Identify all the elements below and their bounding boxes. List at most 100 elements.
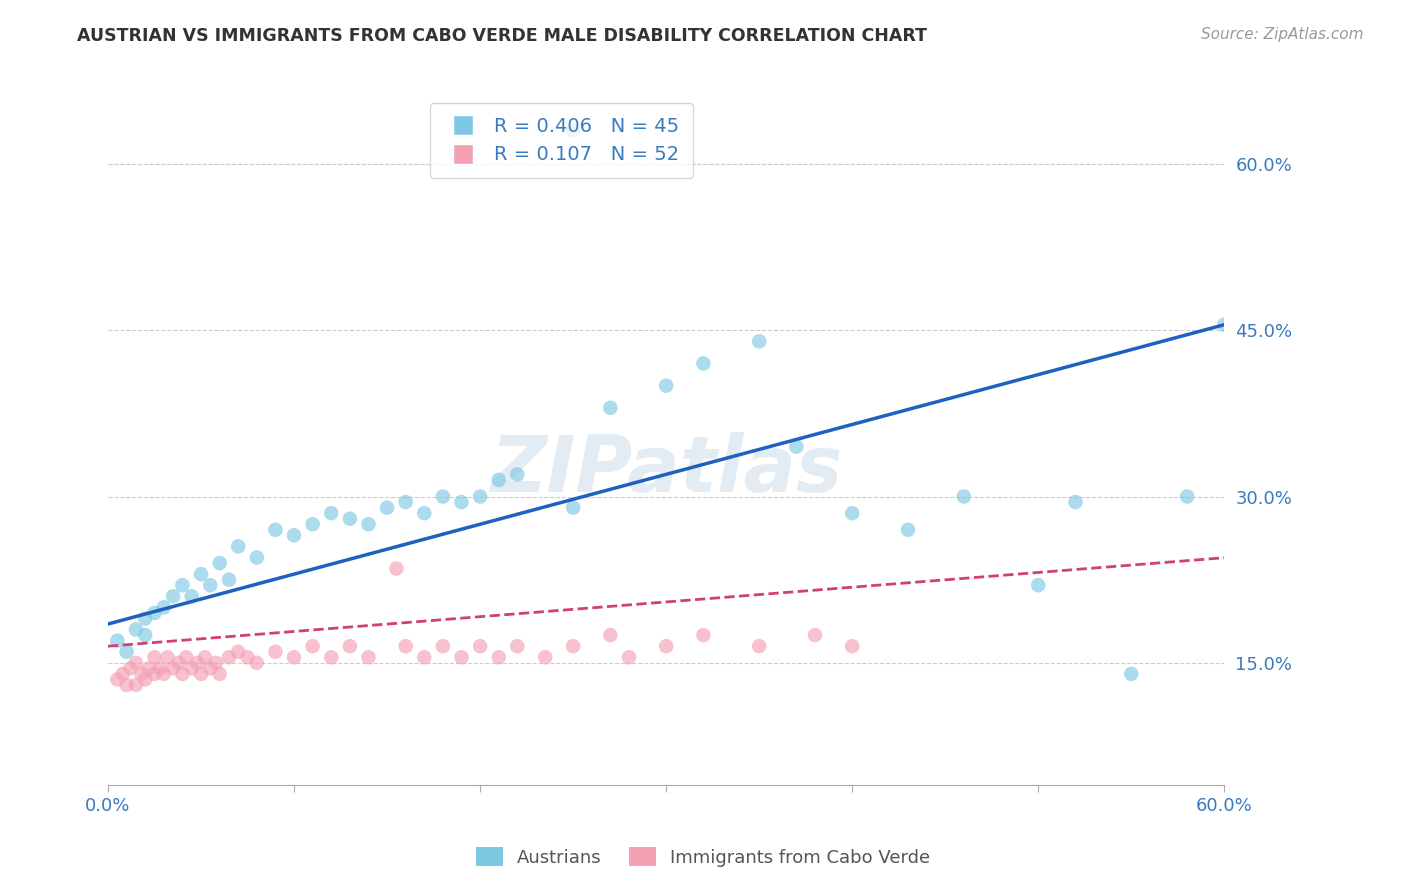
Point [162, 661, 184, 675]
Point [395, 495, 418, 509]
Point [488, 650, 510, 665]
Point [395, 639, 418, 653]
Point [186, 656, 208, 670]
Point [506, 467, 529, 482]
Point [134, 611, 156, 625]
Point [111, 666, 134, 681]
Point [339, 512, 361, 526]
Point [301, 639, 323, 653]
Point [200, 661, 222, 675]
Point [208, 666, 231, 681]
Point [748, 334, 770, 349]
Point [134, 673, 156, 687]
Point [804, 628, 827, 642]
Point [134, 628, 156, 642]
Point [785, 440, 807, 454]
Point [174, 650, 197, 665]
Point [692, 357, 714, 371]
Point [125, 678, 148, 692]
Point [226, 540, 249, 554]
Point [180, 589, 202, 603]
Point [468, 490, 491, 504]
Point [562, 500, 585, 515]
Point [200, 578, 222, 592]
Point [115, 678, 138, 692]
Point [283, 650, 305, 665]
Point [143, 666, 166, 681]
Point [194, 650, 217, 665]
Point [432, 639, 454, 653]
Point [131, 666, 153, 681]
Point [488, 473, 510, 487]
Point [841, 639, 863, 653]
Point [562, 124, 585, 138]
Point [339, 639, 361, 653]
Point [205, 656, 228, 670]
Point [321, 506, 343, 520]
Point [599, 401, 621, 415]
Point [468, 639, 491, 653]
Point [599, 628, 621, 642]
Point [190, 666, 212, 681]
Text: ZIPatlas: ZIPatlas [491, 433, 842, 508]
Point [506, 639, 529, 653]
Point [125, 656, 148, 670]
Point [321, 650, 343, 665]
Point [1064, 495, 1087, 509]
Point [246, 550, 269, 565]
Point [246, 656, 269, 670]
Text: Source: ZipAtlas.com: Source: ZipAtlas.com [1201, 27, 1364, 42]
Point [190, 567, 212, 582]
Point [841, 506, 863, 520]
Point [120, 661, 142, 675]
Point [218, 650, 240, 665]
Point [450, 495, 472, 509]
Point [1175, 490, 1198, 504]
Point [167, 656, 190, 670]
Point [115, 645, 138, 659]
Point [153, 666, 176, 681]
Legend: R = 0.406   N = 45, R = 0.107   N = 52: R = 0.406 N = 45, R = 0.107 N = 52 [430, 103, 693, 178]
Legend: Austrians, Immigrants from Cabo Verde: Austrians, Immigrants from Cabo Verde [468, 840, 938, 874]
Point [1213, 318, 1236, 332]
Point [172, 578, 194, 592]
Point [301, 517, 323, 532]
Point [1121, 666, 1143, 681]
Point [172, 666, 194, 681]
Point [385, 561, 408, 575]
Point [218, 573, 240, 587]
Text: AUSTRIAN VS IMMIGRANTS FROM CABO VERDE MALE DISABILITY CORRELATION CHART: AUSTRIAN VS IMMIGRANTS FROM CABO VERDE M… [77, 27, 928, 45]
Point [953, 490, 976, 504]
Point [138, 661, 160, 675]
Point [264, 523, 287, 537]
Point [897, 523, 920, 537]
Point [534, 650, 557, 665]
Point [748, 639, 770, 653]
Point [413, 506, 436, 520]
Point [450, 650, 472, 665]
Point [283, 528, 305, 542]
Point [1026, 578, 1049, 592]
Point [143, 606, 166, 620]
Point [655, 378, 678, 392]
Point [357, 517, 380, 532]
Point [432, 490, 454, 504]
Point [375, 500, 398, 515]
Point [226, 645, 249, 659]
Point [236, 650, 259, 665]
Point [125, 623, 148, 637]
Point [617, 650, 640, 665]
Point [357, 650, 380, 665]
Point [180, 661, 202, 675]
Point [156, 650, 179, 665]
Point [692, 628, 714, 642]
Point [208, 556, 231, 570]
Point [105, 633, 128, 648]
Point [162, 589, 184, 603]
Point [655, 639, 678, 653]
Point [413, 650, 436, 665]
Point [149, 661, 172, 675]
Point [143, 650, 166, 665]
Point [264, 645, 287, 659]
Point [105, 673, 128, 687]
